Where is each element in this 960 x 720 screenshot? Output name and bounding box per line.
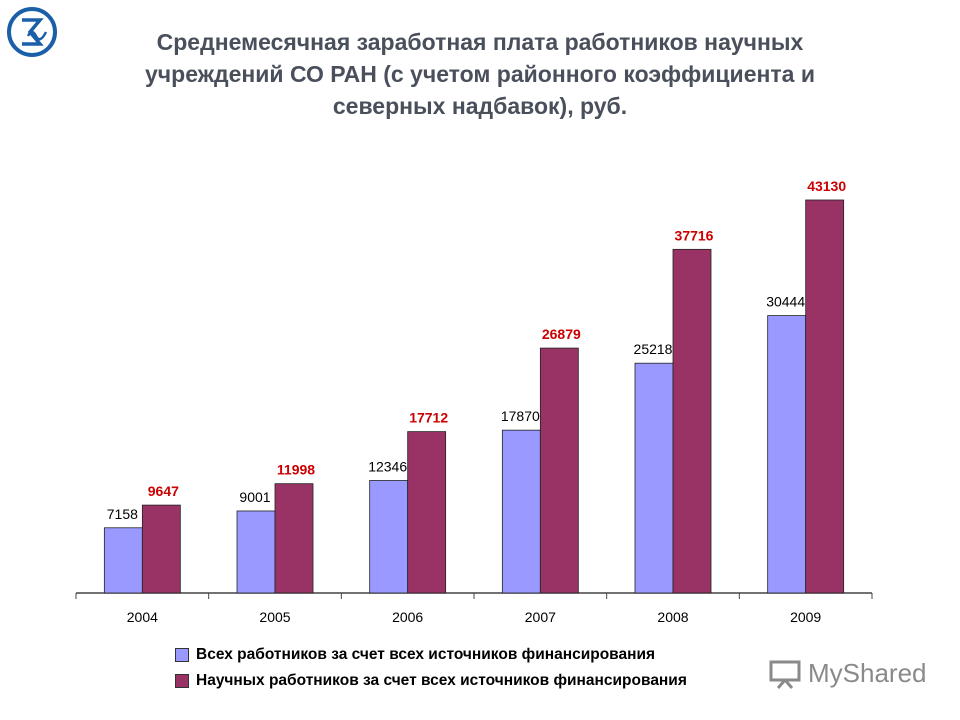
bar-scientific-workers (805, 199, 845, 594)
bar-all-workers (634, 362, 674, 594)
bar-all-workers (501, 429, 541, 594)
data-label-all-workers: 7158 (107, 506, 138, 522)
data-label-scientific-workers: 9647 (148, 483, 179, 499)
legend-item-all-workers: Всех работников за счет всех источников … (175, 642, 687, 668)
bar-all-workers (103, 527, 143, 594)
x-tick-label: 2007 (525, 609, 556, 625)
data-label-all-workers: 9001 (239, 489, 270, 505)
legend-swatch-all-workers (175, 648, 189, 662)
data-label-scientific-workers: 17712 (409, 410, 448, 426)
legend-label-scientific-workers: Научных работников за счет всех источник… (196, 672, 687, 689)
bar-scientific-workers (672, 248, 712, 594)
bar-all-workers (369, 480, 409, 594)
x-tick-label: 2008 (657, 609, 688, 625)
bar-all-workers (236, 510, 276, 594)
data-label-all-workers: 12346 (368, 459, 407, 475)
title-line-1: Среднемесячная заработная плата работник… (156, 29, 804, 55)
presentation-board-icon (769, 660, 801, 689)
title-line-3: северных надбавок), руб. (332, 93, 628, 119)
x-tick-label: 2006 (392, 609, 423, 625)
legend-swatch-scientific-workers (175, 674, 189, 688)
so-ran-logo-icon (7, 7, 57, 57)
chart-legend: Всех работников за счет всех источников … (175, 642, 687, 694)
chart-title: Среднемесячная заработная плата работник… (60, 26, 900, 122)
data-label-scientific-workers: 11998 (277, 462, 315, 478)
data-label-scientific-workers: 37716 (675, 227, 714, 243)
bar-scientific-workers (539, 347, 579, 594)
legend-label-all-workers: Всех работников за счет всех источников … (196, 646, 656, 663)
legend-item-scientific-workers: Научных работников за счет всех источник… (175, 668, 687, 694)
data-label-all-workers: 30444 (766, 294, 805, 310)
bar-scientific-workers (274, 483, 314, 594)
data-label-scientific-workers: 26879 (542, 326, 581, 342)
bar-all-workers (767, 315, 807, 594)
x-tick-label: 2004 (127, 609, 158, 625)
x-tick-label: 2005 (259, 609, 290, 625)
data-label-scientific-workers: 43130 (807, 178, 846, 194)
x-tick-label: 2009 (790, 609, 821, 625)
watermark-text: MyShared (808, 658, 927, 688)
myshared-watermark: MyShared (768, 658, 927, 689)
data-label-all-workers: 25218 (634, 341, 673, 357)
title-line-2: учреждений СО РАН (с учетом районного ко… (145, 61, 815, 87)
data-label-all-workers: 17870 (501, 408, 540, 424)
bar-scientific-workers (141, 504, 181, 594)
bar-scientific-workers (407, 431, 447, 594)
